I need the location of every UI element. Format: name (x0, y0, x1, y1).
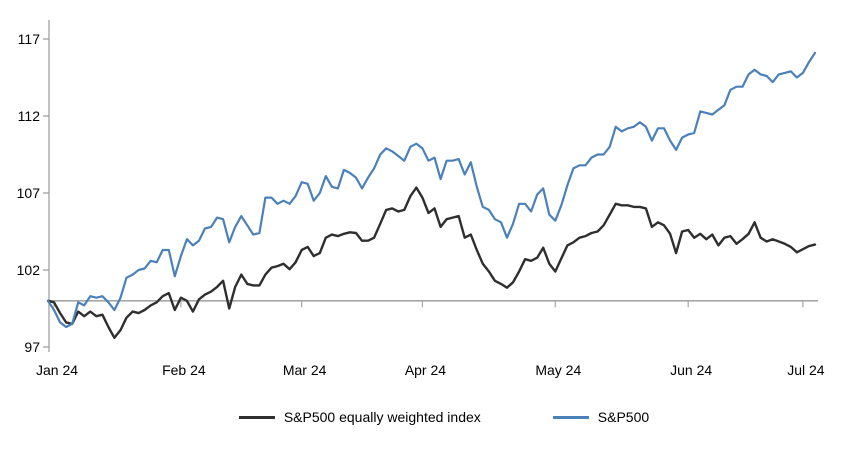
sp500-line (46, 51, 817, 329)
x-axis-label: Apr 24 (405, 362, 446, 378)
x-axis-label: Jul 24 (787, 362, 825, 378)
x-axis-label: Jun 24 (670, 362, 712, 378)
legend-label-equal-weight: S&P500 equally weighted index (283, 409, 481, 425)
y-axis-label: 107 (17, 185, 41, 201)
x-axis-label: Jan 24 (36, 362, 78, 378)
legend-item-sp500: S&P500 (552, 409, 650, 425)
equal-weight-line-swatch (238, 415, 275, 419)
sp500-line-swatch (552, 415, 589, 419)
y-axis-label: 112 (18, 108, 41, 124)
chart-legend: S&P500 equally weighted index S&P500 (0, 409, 852, 425)
x-axis-label: May 24 (535, 362, 581, 378)
y-axis-label: 117 (18, 31, 41, 47)
x-axis-label: Mar 24 (283, 362, 327, 378)
y-axis-label: 102 (17, 262, 41, 278)
y-axis-label: 97 (24, 339, 40, 355)
legend-item-equal-weight: S&P500 equally weighted index (238, 409, 481, 425)
equal-weight-line (46, 186, 817, 339)
x-axis-label: Feb 24 (162, 362, 206, 378)
legend-label-sp500: S&P500 (597, 409, 650, 425)
